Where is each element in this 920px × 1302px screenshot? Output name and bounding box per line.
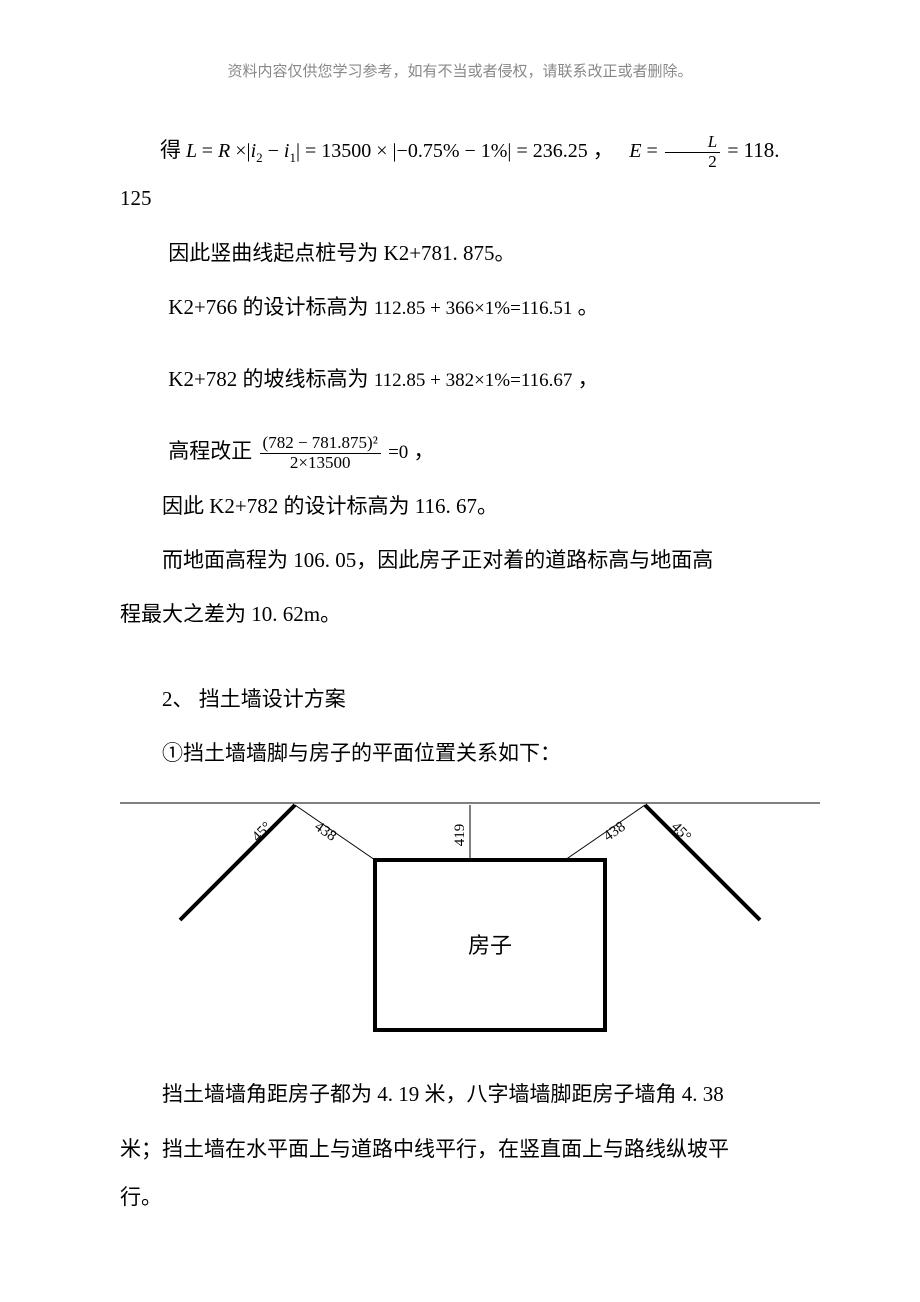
calc-line-1: 得 L = R ×|i2 − i1| = 13500 × |−0.75% − 1…	[120, 126, 800, 223]
section2-item1: ①挡土墙墙脚与房子的平面位置关系如下：	[120, 729, 800, 777]
calc-line-7a: 而地面高程为 106. 05，因此房子正对着的道路标高与地面高	[120, 536, 800, 584]
section2-heading: 2、 挡土墙设计方案	[120, 675, 800, 723]
svg-text:438: 438	[311, 819, 339, 845]
frac-correction: (782 − 781.875)² 2×13500	[260, 434, 381, 472]
calc-line-1-prefix: 得	[160, 138, 181, 162]
calc-line-2: 因此竖曲线起点桩号为 K2+781. 875。	[120, 229, 800, 277]
val-diff: |−0.75% − 1%|	[393, 140, 512, 162]
frac-E: L 2	[665, 133, 720, 171]
var-R: R	[218, 140, 230, 162]
after-diagram-c: 行。	[120, 1173, 800, 1221]
var-E: E	[629, 140, 641, 162]
val-L: 236.25	[533, 140, 588, 162]
after-diagram-b: 米；挡土墙在水平面上与道路中线平行，在竖直面上与路线纵坡平	[120, 1125, 800, 1173]
plan-diagram: 房子 45° 45° 438 419 438	[120, 785, 820, 1050]
calc-line-6: 因此 K2+782 的设计标高为 116. 67。	[120, 482, 800, 530]
header-disclaimer: 资料内容仅供您学习参考，如有不当或者侵权，请联系改正或者删除。	[120, 60, 800, 81]
calc-line-7b: 程最大之差为 10. 62m。	[120, 590, 800, 638]
svg-text:419: 419	[452, 824, 468, 847]
var-L: L	[186, 140, 197, 162]
calc-line-4: K2+782 的坡线标高为 112.85 + 382×1%=116.67 ，	[120, 355, 800, 403]
calc-line-5: 高程改正 (782 − 781.875)² 2×13500 =0 ，	[120, 427, 800, 475]
svg-text:45°: 45°	[249, 819, 275, 845]
after-diagram-a: 挡土墙墙角距房子都为 4. 19 米，八字墙墙脚距房子墙角 4. 38	[120, 1070, 800, 1118]
svg-text:房子: 房子	[468, 933, 512, 958]
svg-text:438: 438	[601, 819, 629, 845]
svg-text:45°: 45°	[668, 819, 694, 845]
val-R: 13500	[321, 140, 371, 162]
calc-line-3: K2+766 的设计标高为 112.85 + 366×1%=116.51 。	[120, 283, 800, 331]
